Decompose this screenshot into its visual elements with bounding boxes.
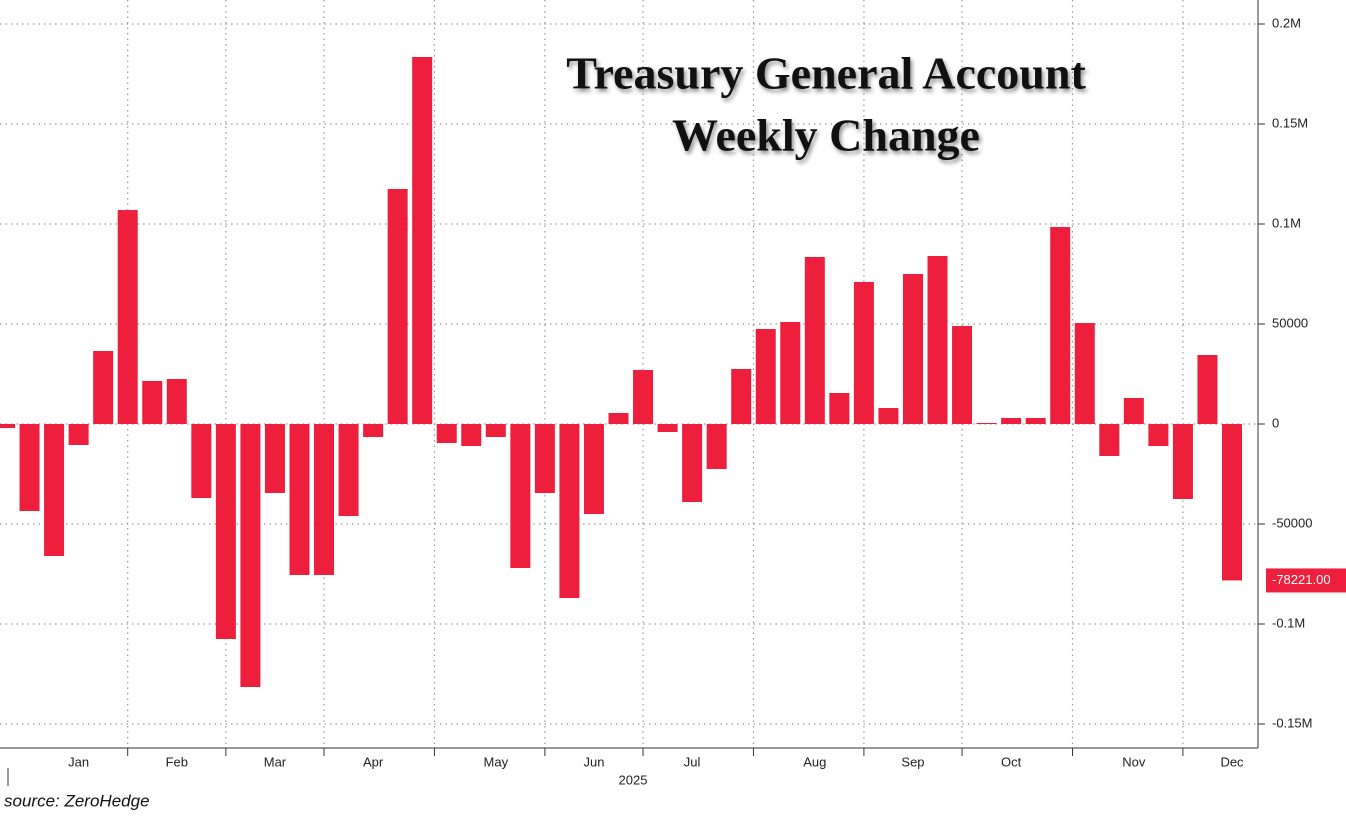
value-label: -78221.00 bbox=[1272, 572, 1331, 587]
bar bbox=[1172, 424, 1193, 499]
bar bbox=[731, 369, 752, 424]
bar bbox=[314, 424, 335, 575]
bar bbox=[289, 424, 310, 575]
bar bbox=[461, 424, 482, 446]
bar bbox=[166, 379, 187, 424]
x-tick-label: Jun bbox=[583, 754, 604, 769]
bar bbox=[1050, 227, 1071, 424]
bar bbox=[436, 424, 457, 443]
bar bbox=[682, 424, 703, 502]
bar bbox=[117, 210, 138, 424]
x-tick-label: Jan bbox=[68, 754, 89, 769]
bar bbox=[1025, 418, 1046, 424]
x-tick-label: Sep bbox=[901, 754, 924, 769]
bar bbox=[412, 57, 433, 424]
bar bbox=[878, 408, 899, 424]
x-tick-label: May bbox=[484, 754, 509, 769]
bar bbox=[1001, 418, 1022, 424]
value-label-box bbox=[1266, 568, 1346, 593]
bar bbox=[0, 424, 15, 428]
bar bbox=[583, 424, 604, 514]
y-tick-label: -50000 bbox=[1272, 515, 1312, 530]
x-tick-label: Oct bbox=[1001, 754, 1022, 769]
bar bbox=[510, 424, 531, 568]
bar bbox=[829, 393, 850, 424]
bar bbox=[1123, 398, 1144, 424]
bar bbox=[804, 257, 825, 424]
x-tick-label: Nov bbox=[1122, 754, 1146, 769]
bar bbox=[927, 256, 948, 424]
bar bbox=[952, 326, 973, 424]
bar bbox=[215, 424, 236, 639]
bar bbox=[780, 322, 801, 424]
bar bbox=[755, 329, 776, 424]
bar bbox=[706, 424, 727, 469]
bar bbox=[976, 423, 997, 424]
bar bbox=[68, 424, 89, 445]
x-tick-label: Dec bbox=[1220, 754, 1244, 769]
bar bbox=[387, 189, 408, 424]
bar bbox=[142, 381, 163, 424]
y-tick-label: 50000 bbox=[1272, 315, 1308, 330]
x-tick-label: Mar bbox=[264, 754, 287, 769]
bar bbox=[93, 351, 114, 424]
bar bbox=[1197, 355, 1218, 424]
x-axis-label: 2025 bbox=[619, 772, 648, 787]
chart-title: Weekly Change bbox=[672, 110, 980, 161]
bar bbox=[1074, 323, 1095, 424]
bar bbox=[853, 282, 874, 424]
x-tick-label: Apr bbox=[363, 754, 384, 769]
bar bbox=[1222, 424, 1242, 581]
bar bbox=[338, 424, 359, 516]
x-tick-label: Aug bbox=[803, 754, 826, 769]
y-tick-label: -0.1M bbox=[1272, 615, 1305, 630]
bar bbox=[1099, 424, 1120, 456]
bar bbox=[240, 424, 261, 687]
bar bbox=[902, 274, 923, 424]
bar bbox=[19, 424, 40, 511]
source-note: source: ZeroHedge bbox=[4, 791, 150, 810]
chart-title: Treasury General Account bbox=[566, 48, 1086, 99]
bar bbox=[608, 413, 629, 424]
y-tick-label: 0 bbox=[1272, 415, 1279, 430]
bar bbox=[264, 424, 285, 493]
y-tick-label: 0.2M bbox=[1272, 15, 1301, 30]
x-tick-label: Feb bbox=[166, 754, 188, 769]
bar bbox=[191, 424, 212, 498]
x-tick-label: Jul bbox=[684, 754, 701, 769]
y-tick-label: 0.15M bbox=[1272, 115, 1308, 130]
bar bbox=[44, 424, 65, 556]
y-tick-label: 0.1M bbox=[1272, 215, 1301, 230]
bar bbox=[559, 424, 580, 598]
bar bbox=[1148, 424, 1169, 446]
bar bbox=[534, 424, 555, 493]
bar bbox=[633, 370, 654, 424]
y-tick-label: -0.15M bbox=[1272, 715, 1312, 730]
bar bbox=[363, 424, 384, 437]
bar bbox=[657, 424, 678, 432]
bar bbox=[485, 424, 506, 437]
